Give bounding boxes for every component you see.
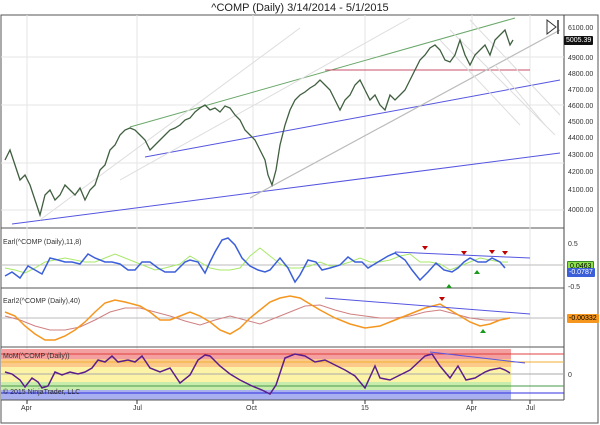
earl-line (4, 237, 506, 284)
svg-text:0: 0 (568, 372, 572, 379)
earl2-panel-label: Earl2(^COMP (Daily),40) (3, 298, 81, 305)
x-label: Apr (21, 405, 32, 412)
last-price-tag: 5005.39 (564, 36, 594, 45)
svg-text:4100.00: 4100.00 (568, 187, 593, 194)
mom-panel-label: MoM(^COMP (Daily)) (3, 353, 70, 360)
svg-text:4400.00: 4400.00 (568, 135, 593, 142)
gray-trendline-1 (249, 29, 561, 199)
blue-trendline-mid (144, 79, 561, 158)
price-series (4, 28, 514, 218)
earl-trendline (394, 251, 531, 259)
earl-signal-tag: -0.0787 (567, 268, 595, 277)
price-panel: 6100.00 4900.00 4800.00 4700.00 4600.00 … (1, 15, 593, 400)
mom-panel: 0 (1, 349, 572, 401)
mom-trendline (429, 351, 526, 364)
copyright-text: © 2015 NinjaTrader, LLC (3, 389, 81, 396)
svg-text:4500.00: 4500.00 (568, 119, 593, 126)
svg-text:4600.00: 4600.00 (568, 103, 593, 110)
svg-text:4900.00: 4900.00 (568, 55, 593, 62)
sell-markers (422, 246, 508, 255)
go-to-end-icon[interactable] (546, 18, 559, 36)
earl2-signal-line (4, 304, 511, 331)
earl2-panel (1, 295, 564, 348)
sell-marker (439, 297, 445, 301)
earl2-trendline (324, 297, 531, 315)
svg-text:4200.00: 4200.00 (568, 169, 593, 176)
earl2-value-tag: -0.00332 (567, 314, 599, 323)
blue-trendline-lower (11, 152, 561, 225)
x-label: 15 (361, 405, 369, 412)
svg-text:4000.00: 4000.00 (568, 207, 593, 214)
mom-line (4, 353, 511, 395)
svg-text:4300.00: 4300.00 (568, 152, 593, 159)
svg-text:4700.00: 4700.00 (568, 87, 593, 94)
x-label: Jul (133, 405, 142, 412)
earl-panel: 0.5 -0.5 (1, 237, 580, 291)
svg-text:-0.5: -0.5 (568, 284, 580, 291)
price-tick: 6100.00 (568, 25, 593, 32)
x-label: Apr (466, 405, 477, 412)
x-label: Jul (526, 405, 535, 412)
green-trendline (129, 17, 516, 128)
buy-markers (446, 270, 480, 288)
earl-panel-label: Earl(^COMP (Daily),11,8) (3, 239, 82, 246)
buy-marker (480, 329, 486, 333)
chart-title: ^COMP (Daily) 3/14/2014 - 5/1/2015 (211, 2, 389, 14)
svg-text:0.5: 0.5 (568, 241, 578, 248)
earl-signal-line (4, 247, 508, 274)
svg-text:4800.00: 4800.00 (568, 71, 593, 78)
x-label: Oct (246, 405, 257, 412)
